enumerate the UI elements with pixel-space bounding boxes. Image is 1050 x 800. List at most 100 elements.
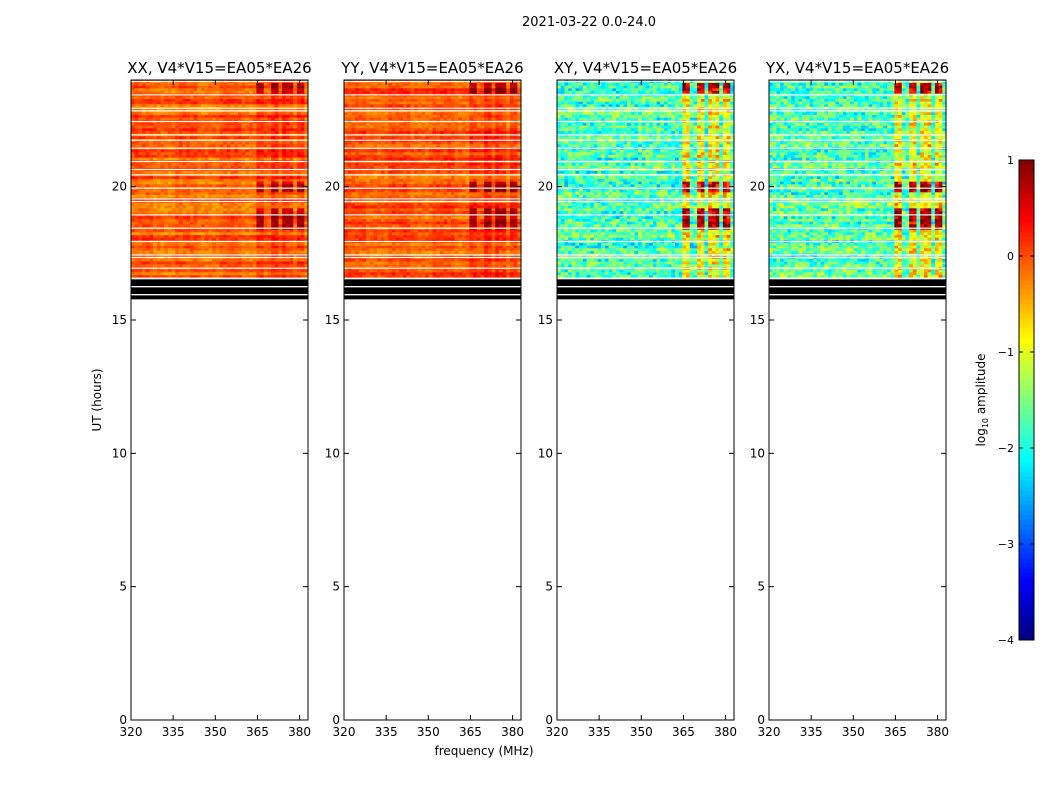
heatmap-cell <box>223 205 228 209</box>
heatmap-cell <box>271 98 276 102</box>
heatmap-cell <box>190 216 194 219</box>
heatmap-cell <box>138 122 143 126</box>
heatmap-cell <box>403 264 407 267</box>
heatmap-cell <box>274 117 279 121</box>
heatmap-cell <box>263 144 268 147</box>
heatmap-cell <box>197 122 202 126</box>
heatmap-cell <box>142 82 147 86</box>
heatmap-cell <box>403 232 407 235</box>
heatmap-cell <box>182 202 187 206</box>
heatmap-cell <box>369 224 374 227</box>
heatmap-cell <box>391 210 396 214</box>
heatmap-cell <box>465 261 470 265</box>
heatmap-cell <box>513 258 518 262</box>
heatmap-cell <box>252 202 257 206</box>
heatmap-cell <box>164 112 169 115</box>
heatmap-cell <box>439 269 444 273</box>
heatmap-cell <box>145 90 150 94</box>
heatmap-cell <box>153 162 158 166</box>
heatmap-cell <box>249 234 253 238</box>
heatmap-cell <box>260 85 265 89</box>
heatmap-cell <box>282 218 287 222</box>
heatmap-cell <box>425 248 430 251</box>
heatmap-cell <box>226 98 231 102</box>
heatmap-cell <box>175 242 180 246</box>
heatmap-cell <box>142 237 147 241</box>
heatmap-cell <box>171 117 176 121</box>
heatmap-cell <box>215 90 220 94</box>
heatmap-cell <box>237 272 242 275</box>
heatmap-cell <box>403 221 407 225</box>
heatmap-cell <box>406 274 411 278</box>
heatmap-cell <box>271 189 276 193</box>
heatmap-cell <box>296 221 301 225</box>
heatmap-cell <box>358 216 363 219</box>
heatmap-cell <box>380 272 385 275</box>
heatmap-cell <box>204 205 209 209</box>
heatmap-cell <box>465 224 470 227</box>
heatmap-cell <box>373 218 378 222</box>
heatmap-cell <box>171 125 176 129</box>
heatmap-cell <box>517 264 522 267</box>
heatmap-cell <box>186 165 191 169</box>
heatmap-cell <box>208 176 213 179</box>
heatmap-cell <box>414 261 419 265</box>
heatmap-cell <box>208 128 213 131</box>
heatmap-cell <box>249 181 253 185</box>
heatmap-cell <box>351 250 356 254</box>
heatmap-cell <box>469 221 474 225</box>
heatmap-cell <box>219 232 224 235</box>
heatmap-cell <box>149 194 154 198</box>
heatmap-cell <box>204 88 209 91</box>
heatmap-cell <box>282 269 287 273</box>
heatmap-cell <box>178 157 183 161</box>
heatmap-cell <box>182 149 187 153</box>
heatmap-cell <box>234 218 239 222</box>
heatmap-cell <box>142 114 147 118</box>
heatmap-cell <box>513 210 518 214</box>
heatmap-cell <box>164 104 169 107</box>
heatmap-cell <box>414 250 419 254</box>
heatmap-cell <box>388 272 393 275</box>
heatmap-cell <box>517 269 522 273</box>
heatmap-cell <box>156 96 161 99</box>
heatmap-cell <box>439 248 444 251</box>
heatmap-cell <box>201 272 206 275</box>
heatmap-cell <box>384 264 389 267</box>
heatmap-cell <box>186 205 191 209</box>
heatmap-cell <box>142 128 147 131</box>
heatmap-cell <box>134 170 139 174</box>
heatmap-cell <box>131 221 135 225</box>
heatmap-cell <box>293 165 298 169</box>
heatmap-cell <box>237 136 242 139</box>
heatmap-cell <box>278 114 283 118</box>
heatmap-cell <box>410 248 415 251</box>
heatmap-cell <box>223 250 228 254</box>
heatmap-cell <box>271 88 276 91</box>
heatmap-cell <box>249 162 253 166</box>
heatmap-cell <box>395 218 400 222</box>
heatmap-cell <box>454 274 459 278</box>
heatmap-cell <box>153 117 158 121</box>
heatmap-cell <box>153 261 158 265</box>
heatmap-cell <box>182 122 187 126</box>
heatmap-cell <box>403 202 407 206</box>
heatmap-cell <box>480 205 485 209</box>
heatmap-cell <box>274 149 279 153</box>
flagged-row <box>131 120 308 123</box>
heatmap-cell <box>138 237 143 241</box>
heatmap-cell <box>267 194 272 198</box>
heatmap-cell <box>469 232 474 235</box>
heatmap-cell <box>465 218 470 222</box>
heatmap-cell <box>149 242 154 246</box>
flagged-row <box>344 227 521 229</box>
heatmap-cell <box>274 258 279 262</box>
heatmap-cell <box>285 128 290 131</box>
heatmap-cell <box>344 210 348 214</box>
heatmap-cell <box>358 221 363 225</box>
heatmap-cell <box>469 202 474 206</box>
heatmap-cell <box>138 114 143 118</box>
heatmap-cell <box>178 261 183 265</box>
heatmap-cell <box>138 234 143 238</box>
heatmap-cell <box>304 264 309 267</box>
